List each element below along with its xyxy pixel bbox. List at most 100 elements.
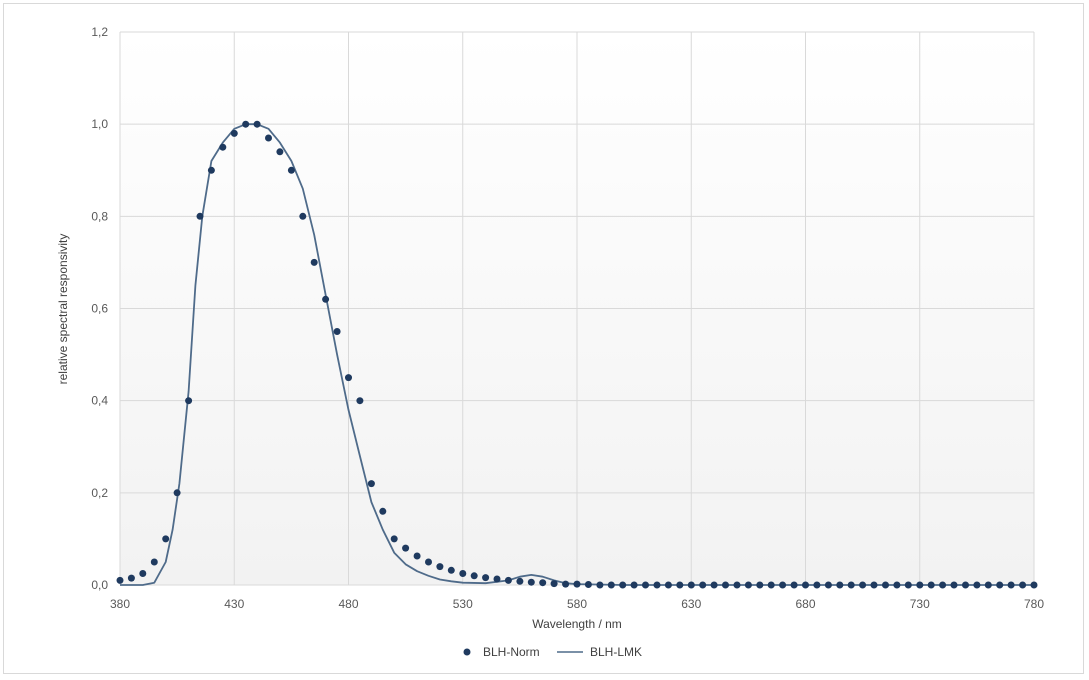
blh-norm-point [253, 120, 261, 128]
blh-norm-point [367, 480, 375, 488]
blh-lmk-line [120, 123, 1034, 586]
blh-norm-point [447, 566, 455, 574]
blh-norm-point [425, 558, 432, 566]
blh-norm-point [413, 552, 421, 560]
blh-norm-point [996, 581, 1004, 589]
blh-norm-point [345, 374, 352, 382]
blh-norm-point [779, 581, 787, 589]
blh-norm-point [973, 581, 981, 589]
blh-norm-point [904, 581, 912, 589]
blh-norm-point [356, 397, 364, 405]
blh-norm-point [173, 489, 181, 497]
blh-norm-point [482, 574, 490, 582]
y-tick-label: 0,0 [91, 578, 108, 592]
blh-norm-point [962, 581, 969, 589]
blh-norm-point [322, 295, 330, 303]
blh-norm-point [710, 581, 718, 589]
blh-norm-point [642, 581, 649, 589]
blh-norm-point [653, 581, 661, 589]
blh-norm-point [790, 581, 798, 589]
blh-norm-point [1019, 581, 1027, 589]
blh-norm-point [196, 212, 204, 220]
blh-norm-point [767, 581, 775, 589]
tick-labels: 380 430 480 530 580 630 680 730 780 0,0 0,2 0,4 0,6 0… [91, 25, 1044, 611]
blh-norm-point [333, 328, 341, 335]
blh-norm-point [607, 581, 615, 589]
blh-norm-point [139, 570, 147, 577]
legend: BLH-Norm BLH-LMK [463, 645, 642, 659]
blh-norm-point [813, 581, 821, 589]
blh-norm-point [470, 572, 478, 580]
x-tick-label: 730 [910, 597, 930, 611]
blh-norm-point [847, 581, 855, 589]
y-tick-label: 0,8 [91, 209, 108, 223]
blh-norm-point [699, 581, 707, 589]
blh-norm-point [573, 580, 581, 588]
blh-norm-point [127, 574, 135, 582]
x-tick-label: 630 [681, 597, 701, 611]
blh-norm-point [402, 544, 410, 552]
x-tick-label: 680 [795, 597, 815, 611]
legend-marker-blh-norm [463, 648, 471, 656]
blh-norm-point [516, 577, 524, 585]
blh-norm-point [939, 581, 947, 589]
blh-norm-point [802, 581, 809, 589]
blh-norm-point [539, 579, 547, 587]
blh-norm-point [916, 581, 924, 589]
series-blh-lmk [120, 123, 1034, 586]
blh-norm-point [230, 129, 238, 137]
blh-norm-point [504, 576, 512, 584]
blh-norm-point [859, 581, 867, 589]
blh-norm-point [310, 258, 318, 266]
blh-norm-point [664, 581, 672, 589]
blh-norm-point [242, 120, 250, 128]
blh-norm-point [562, 580, 570, 588]
blh-norm-point [550, 580, 558, 588]
blh-norm-point [219, 143, 227, 151]
blh-norm-point [162, 535, 170, 543]
blh-norm-point [893, 581, 901, 589]
gridlines [119, 31, 1035, 586]
blh-norm-point [584, 581, 592, 588]
blh-norm-point [824, 581, 832, 589]
blh-norm-point [493, 575, 501, 583]
x-tick-label: 430 [224, 597, 244, 611]
y-tick-label: 0,4 [91, 394, 108, 408]
blh-norm-point [1030, 581, 1038, 589]
blh-norm-point [676, 581, 684, 589]
blh-norm-point [390, 535, 398, 543]
blh-norm-point [984, 581, 992, 589]
blh-norm-point [459, 570, 467, 577]
blh-norm-point [150, 558, 158, 566]
blh-norm-point [836, 581, 844, 589]
blh-norm-point [265, 134, 272, 142]
x-tick-label: 530 [453, 597, 473, 611]
blh-norm-point [299, 212, 307, 220]
blh-norm-point [436, 563, 444, 571]
blh-norm-point [882, 581, 889, 589]
blh-norm-point [619, 581, 627, 589]
blh-norm-point [733, 581, 741, 589]
blh-norm-point [207, 166, 215, 174]
blh-norm-point [1007, 581, 1015, 589]
y-axis-title: relative spectral responsivity [56, 234, 70, 385]
y-tick-label: 0,6 [91, 302, 108, 316]
y-tick-label: 1,2 [91, 25, 108, 39]
legend-label-blh-lmk: BLH-LMK [590, 645, 642, 659]
blh-norm-point [722, 581, 729, 589]
legend-label-blh-norm: BLH-Norm [483, 645, 540, 659]
y-tick-label: 1,0 [91, 117, 108, 131]
y-tick-label: 0,2 [91, 486, 108, 500]
x-tick-label: 580 [567, 597, 587, 611]
series-blh-norm [116, 120, 1038, 589]
x-tick-label: 480 [338, 597, 358, 611]
blh-norm-point [630, 581, 638, 589]
blh-norm-point [927, 581, 935, 589]
x-tick-label: 780 [1024, 597, 1044, 611]
blh-norm-point [276, 148, 284, 156]
blh-norm-point [756, 581, 764, 589]
blh-norm-point [527, 578, 535, 586]
x-tick-label: 380 [110, 597, 130, 611]
x-axis-title: Wavelength / nm [532, 617, 622, 631]
